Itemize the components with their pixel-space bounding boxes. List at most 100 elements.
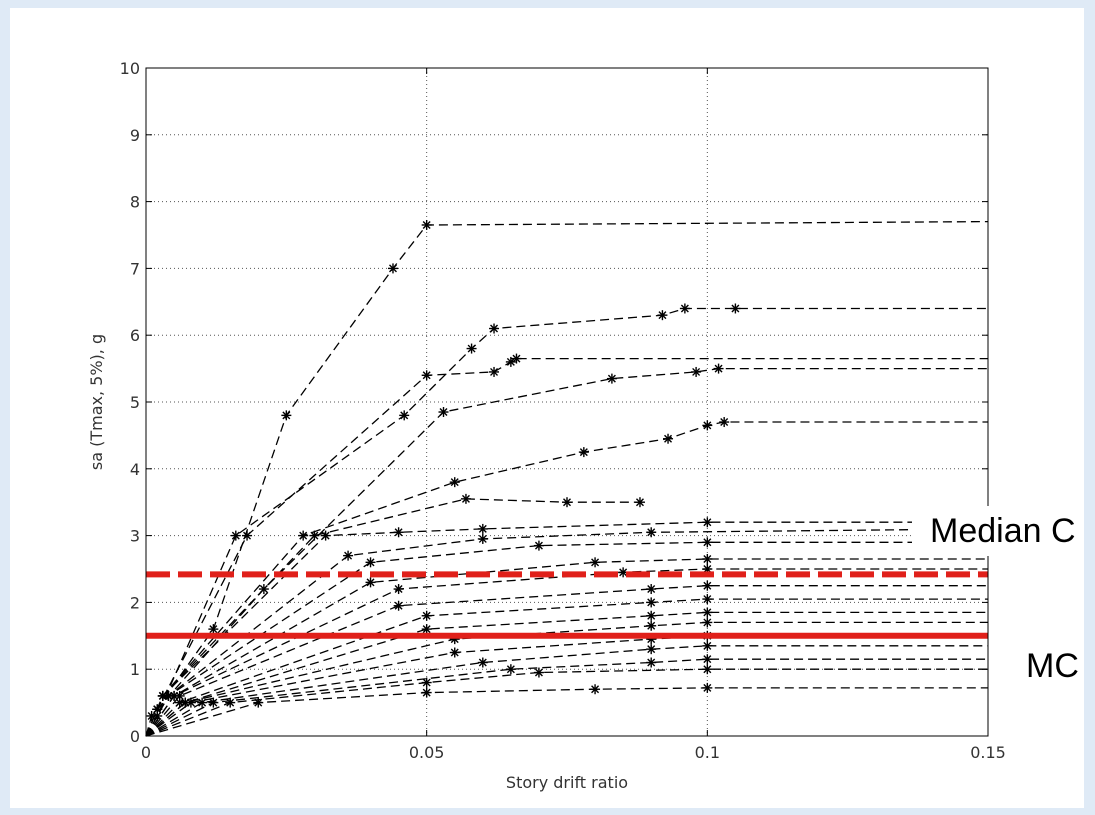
- series-line-6: [145, 498, 640, 737]
- data-point-marker: [719, 417, 730, 428]
- data-point-marker: [438, 407, 449, 418]
- chart-svg: 0 1 2 3 4 5 6 7 8 9 10 0 0.05 0.1 0.15 Story drift rat…: [87, 59, 1006, 792]
- data-point-marker: [185, 697, 196, 708]
- data-point-marker: [590, 557, 601, 568]
- data-point-marker: [421, 624, 432, 635]
- data-point-marker: [477, 657, 488, 668]
- data-point-marker: [477, 523, 488, 534]
- data-point-marker: [702, 537, 713, 548]
- y-tick-label: 4: [130, 460, 140, 479]
- y-tick-label: 1: [130, 660, 140, 679]
- x-tick-label: 0.15: [970, 743, 1006, 762]
- data-point-marker: [393, 527, 404, 538]
- data-point-marker: [281, 410, 292, 421]
- data-point-marker: [399, 410, 410, 421]
- series-line-15: [145, 621, 988, 737]
- series-line-16: [145, 635, 988, 737]
- data-point-marker: [466, 343, 477, 354]
- data-point-marker: [174, 690, 185, 701]
- data-point-marker: [421, 687, 432, 698]
- data-point-marker: [387, 263, 398, 274]
- x-tick-label: 0.1: [695, 743, 720, 762]
- data-point-marker: [702, 682, 713, 693]
- data-point-marker: [365, 557, 376, 568]
- data-point-marker: [477, 533, 488, 544]
- data-point-marker: [702, 640, 713, 651]
- y-tick-label: 7: [130, 259, 140, 278]
- series-line-2: [145, 307, 988, 737]
- data-point-marker: [421, 370, 432, 381]
- data-point-marker: [489, 323, 500, 334]
- y-axis-label: sa (Tmax, 5%), g: [87, 334, 106, 470]
- x-tick-label: 0: [141, 743, 151, 762]
- data-point-marker: [449, 647, 460, 658]
- series-line-1: [145, 220, 989, 737]
- series-line-20: [145, 687, 988, 737]
- series-line-4: [145, 367, 988, 737]
- y-tick-label: 10: [120, 59, 140, 78]
- data-point-marker: [657, 310, 668, 321]
- y-tick-label: 5: [130, 393, 140, 412]
- data-point-marker: [646, 597, 657, 608]
- y-tick-label: 3: [130, 527, 140, 546]
- y-tick-label: 6: [130, 326, 140, 345]
- x-axis-label: Story drift ratio: [506, 773, 628, 792]
- series-line-17: [145, 645, 988, 737]
- x-tick-label: 0.05: [409, 743, 445, 762]
- data-point-marker: [208, 697, 219, 708]
- data-point-marker: [606, 373, 617, 384]
- data-point-marker: [505, 664, 516, 675]
- data-point-marker: [230, 530, 241, 541]
- data-point-marker: [691, 366, 702, 377]
- data-point-marker: [578, 447, 589, 458]
- chart-frame: 0 1 2 3 4 5 6 7 8 9 10 0 0.05 0.1 0.15 Story drift rat…: [10, 8, 1084, 808]
- data-point-marker: [533, 540, 544, 551]
- y-tick-label: 2: [130, 593, 140, 612]
- data-point-marker: [702, 580, 713, 591]
- y-tick-label: 8: [130, 193, 140, 212]
- data-point-marker: [242, 530, 253, 541]
- data-point-marker: [590, 684, 601, 695]
- ticks: 0 1 2 3 4 5 6 7 8 9 10 0 0.05 0.1 0.15: [120, 59, 1006, 762]
- data-point-marker: [663, 433, 674, 444]
- series-line-10: [145, 558, 988, 737]
- series-line-3: [145, 357, 988, 737]
- data-point-marker: [646, 527, 657, 538]
- y-tick-label: 0: [130, 727, 140, 746]
- data-point-marker: [393, 600, 404, 611]
- data-point-marker: [702, 617, 713, 628]
- data-point-marker: [646, 610, 657, 621]
- series-line-18: [145, 658, 988, 737]
- data-point-marker: [562, 497, 572, 508]
- data-point-marker: [618, 567, 629, 578]
- data-point-marker: [208, 624, 219, 635]
- median-callout: Median C: [912, 506, 1084, 556]
- data-point-marker: [702, 654, 713, 665]
- series-line-13: [145, 598, 988, 737]
- data-point-marker: [421, 610, 432, 621]
- data-point-marker: [365, 577, 376, 588]
- data-point-marker: [702, 553, 713, 564]
- series-line-9: [145, 541, 988, 737]
- data-point-marker: [511, 353, 522, 364]
- data-point-marker: [320, 530, 331, 541]
- series-line-11: [145, 568, 988, 737]
- data-point-marker: [253, 697, 264, 708]
- data-point-marker: [730, 303, 741, 314]
- data-point-marker: [634, 497, 645, 508]
- data-point-marker: [298, 530, 309, 541]
- data-point-marker: [489, 366, 500, 377]
- series-line-19: [145, 668, 988, 737]
- data-point-marker: [646, 584, 657, 595]
- y-tick-label: 9: [130, 126, 140, 145]
- data-point-marker: [505, 356, 516, 367]
- data-point-marker: [679, 303, 690, 314]
- data-point-marker: [449, 477, 460, 488]
- data-point-marker: [646, 620, 657, 631]
- data-point-marker: [460, 493, 471, 504]
- series-line-12: [145, 585, 988, 737]
- data-point-marker: [702, 517, 713, 528]
- data-point-marker: [309, 530, 320, 541]
- data-point-marker: [421, 677, 432, 688]
- data-point-marker: [702, 420, 713, 431]
